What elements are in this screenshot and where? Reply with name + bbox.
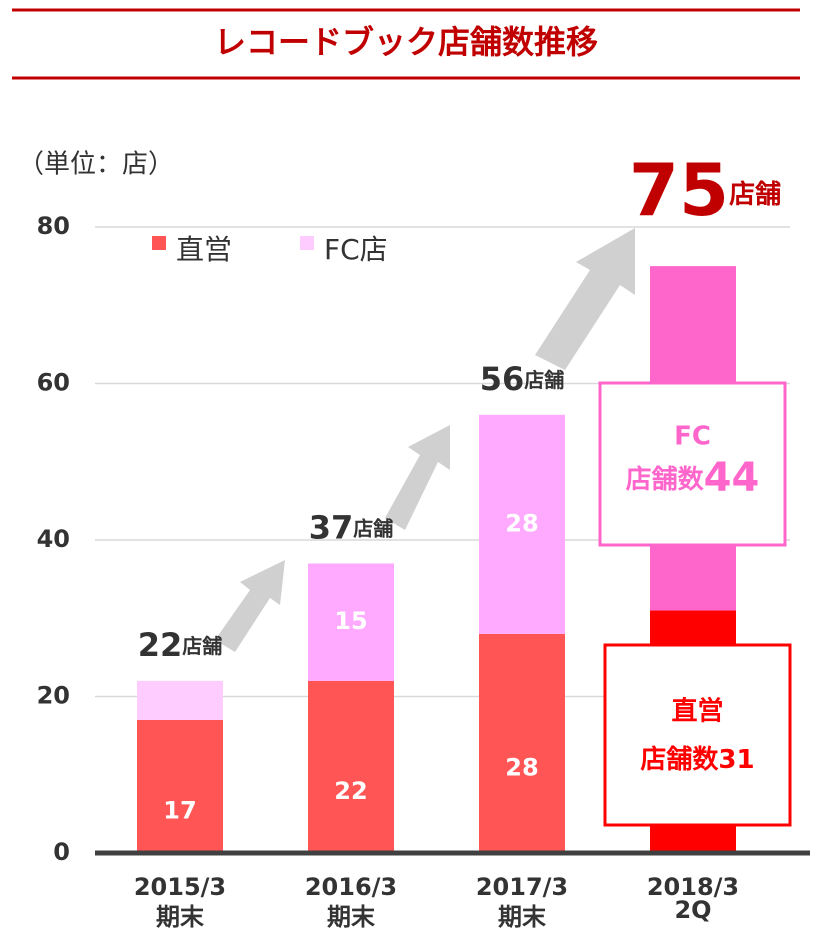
x-tick-label: 期末 [156,903,205,931]
bar-segment [479,633,565,853]
bar-segment [137,680,223,720]
chart-title: レコードブック店舗数推移 [214,23,598,61]
callout-prefix: 店舗数 [626,465,705,495]
arrow [535,228,635,370]
callout-count: 店舗数31 [640,745,754,775]
total-label: 56店舗 [480,360,565,398]
callout-title: 直営 [671,697,723,727]
x-tick-label: 2015/3 [134,873,226,901]
data-label: 15 [334,607,367,635]
data-label: 28 [505,509,538,537]
callout-prefix: 店舗数 [640,745,719,775]
data-label: 22 [334,777,367,805]
arrow [385,425,450,530]
x-tick-label: 2016/3 [305,873,397,901]
legend-label: FC店 [324,233,388,266]
growth-arrows [215,228,635,652]
x-tick-label: 期末 [327,903,376,931]
callout-box [603,643,792,827]
x-tick-label: 2Q [674,896,711,924]
y-tick-label: 60 [37,369,70,397]
total-unit: 店舗 [353,516,393,540]
total-value: 22 [138,626,183,664]
unit-label: （単位：店） [18,150,174,180]
callout-box [598,381,787,547]
total-label: 22店舗 [138,626,223,664]
data-label: 17 [163,796,196,824]
total-label: 37店舗 [309,508,394,546]
total-unit: 店舗 [524,367,564,391]
x-tick-label: 期末 [498,903,547,931]
legend-swatch [152,236,166,250]
total-unit: 店舗 [729,180,781,210]
callout-title: FC [674,422,711,452]
x-tick-label: 2017/3 [476,873,568,901]
y-tick-label: 80 [37,212,70,240]
data-label: 28 [505,753,538,781]
callout-count: 店舗数44 [626,455,760,501]
legend-label: 直営 [176,233,232,266]
bar-segment [137,719,223,853]
arrow [215,560,285,652]
y-tick-label: 40 [37,525,70,553]
callout-value: 31 [718,745,754,775]
total-value: 56 [480,360,525,398]
legend-swatch [300,236,314,250]
y-tick-label: 0 [53,838,70,866]
callout-value: 44 [704,455,760,501]
total-value: 75 [629,148,729,232]
bar-segment [308,680,394,853]
y-tick-label: 20 [37,682,70,710]
bar-segment [479,414,565,634]
total-unit: 店舗 [182,633,222,657]
bar-segment [308,563,394,681]
total-value: 37 [309,508,354,546]
total-label: 75店舗 [629,148,781,232]
x-tick-label: 2018/3 [647,873,739,901]
